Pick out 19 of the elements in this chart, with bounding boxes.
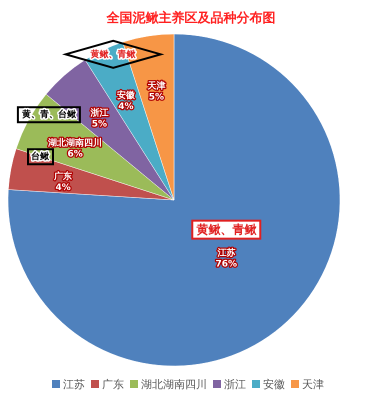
annotation: 黄鳅、青鳅 xyxy=(191,220,262,240)
data-label: 6% xyxy=(67,150,83,160)
data-label: 4% xyxy=(55,182,71,193)
slice-label: 江苏 xyxy=(216,248,236,259)
legend-label: 浙江 xyxy=(224,378,246,391)
slice-label: 安徽 xyxy=(116,90,136,101)
slice-label: 广东 xyxy=(53,170,72,182)
slice-label: 浙江 xyxy=(89,107,108,118)
chart-title: 全国泥鳅主养区及品种分布图 xyxy=(106,10,276,26)
slice-label: 天津 xyxy=(146,80,166,92)
data-label: 76% xyxy=(216,260,238,270)
legend-label: 天津 xyxy=(302,378,324,391)
data-label: 5% xyxy=(148,92,164,103)
legend-label: 安徽 xyxy=(263,378,285,391)
slice-label: 湖北湖南四川 xyxy=(47,138,102,149)
legend-label: 广东 xyxy=(102,378,124,391)
data-label: 5% xyxy=(92,119,107,130)
data-label: 4% xyxy=(118,102,134,112)
legend-label: 江苏 xyxy=(63,378,85,391)
